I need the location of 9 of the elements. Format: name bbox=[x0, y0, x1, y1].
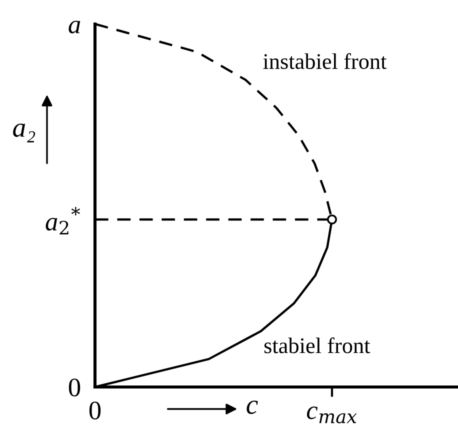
text: c$_{max}$ bbox=[306, 406, 357, 424]
y-tick-label: a$_{2}$$^{*}$ bbox=[46, 207, 80, 234]
series-label: instabiel front bbox=[263, 53, 387, 70]
series-label: stabiel front bbox=[264, 337, 370, 354]
y-axis-title: a₂ bbox=[13, 124, 36, 142]
x-axis-title: c bbox=[246, 400, 258, 414]
y-tick-label: 0 bbox=[68, 378, 80, 396]
y-tick-label: a bbox=[68, 20, 80, 34]
text: 0 bbox=[89, 402, 101, 420]
